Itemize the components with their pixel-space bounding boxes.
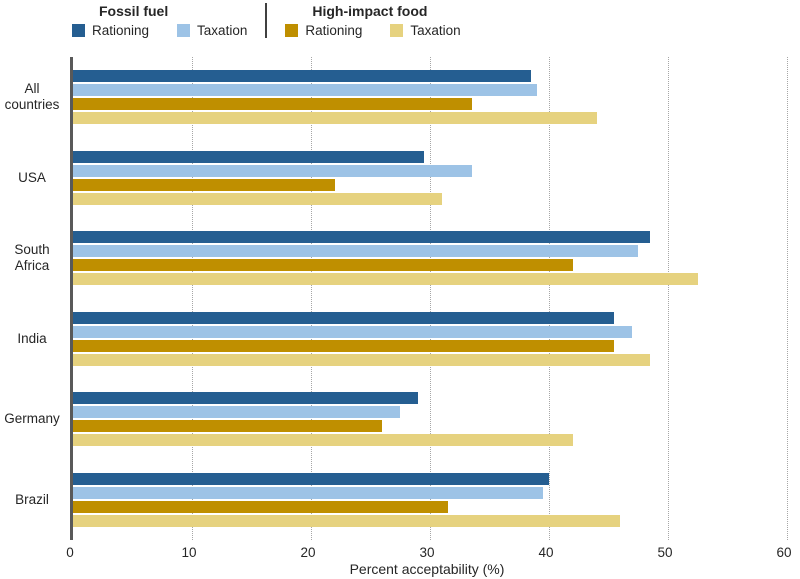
bar (73, 164, 472, 177)
bar (73, 311, 615, 324)
gridline (311, 57, 312, 540)
category-labels: All countries USA South Africa India Germany… (0, 57, 64, 540)
bar-groups (73, 57, 787, 540)
bar-group (73, 460, 787, 541)
legend-group-fossil-fuel: Fossil fuel Rationing Taxation (72, 3, 247, 38)
bar (73, 259, 573, 272)
legend-item-label: Rationing (92, 23, 150, 38)
legend-item-food-taxation: Taxation (390, 23, 461, 38)
bar (73, 150, 425, 163)
gridline (192, 57, 193, 540)
legend-group-high-impact-food: High-impact food Rationing Taxation (285, 3, 461, 38)
category-label: All countries (4, 81, 60, 113)
bar-group (73, 138, 787, 219)
bar-group (73, 218, 787, 299)
bar (73, 486, 544, 499)
legend-swatch-icon (285, 24, 299, 37)
x-axis-title: Percent acceptability (%) (349, 561, 505, 577)
bar (73, 70, 532, 83)
legend-item-label: Taxation (410, 23, 461, 38)
legend-item-label: Rationing (305, 23, 363, 38)
bar (73, 245, 639, 258)
legend-item-fossil-rationing: Rationing (72, 23, 149, 38)
bar (73, 98, 472, 111)
x-tick-labels: 0 10 20 30 40 50 60 (66, 545, 791, 561)
bar (73, 392, 419, 405)
bar (73, 84, 538, 97)
x-tick-label: 50 (657, 545, 673, 560)
category-label: India (17, 330, 47, 346)
gridline (549, 57, 550, 540)
x-tick-label: 0 (66, 545, 74, 560)
x-tick-label: 40 (538, 545, 554, 560)
x-tick-label: 20 (300, 545, 316, 560)
bar-group (73, 299, 787, 380)
bar (73, 273, 698, 286)
legend-divider (265, 3, 268, 38)
legend-item-fossil-taxation: Taxation (177, 23, 247, 38)
bar (73, 472, 549, 485)
legend: Fossil fuel Rationing Taxation High-impa… (72, 3, 461, 38)
bar (73, 192, 442, 205)
legend-swatch-icon (72, 24, 85, 37)
legend-group-title: High-impact food (312, 3, 428, 19)
legend-group-title: Fossil fuel (99, 3, 169, 19)
gridline (787, 57, 788, 540)
legend-swatch-icon (390, 24, 404, 37)
legend-item-label: Taxation (197, 23, 248, 38)
x-tick-label: 30 (419, 545, 435, 560)
bar (73, 325, 633, 338)
bar (73, 434, 573, 447)
bar-group (73, 379, 787, 460)
category-label: South Africa (14, 242, 50, 274)
legend-swatch-icon (177, 24, 191, 37)
legend-items: Rationing Taxation (72, 23, 247, 38)
gridline (668, 57, 669, 540)
gridline (430, 57, 431, 540)
bar (73, 500, 448, 513)
bar (73, 353, 651, 366)
x-tick-label: 10 (181, 545, 197, 560)
plot-area (70, 57, 788, 540)
bar (73, 420, 383, 433)
legend-item-food-rationing: Rationing (285, 23, 362, 38)
category-label: Brazil (15, 491, 49, 507)
category-label: Germany (4, 411, 60, 427)
bar (73, 406, 401, 419)
category-label: USA (18, 169, 46, 185)
bar (73, 178, 335, 191)
x-tick-label: 60 (776, 545, 792, 560)
bar (73, 514, 621, 527)
bar (73, 112, 597, 125)
bar (73, 231, 651, 244)
bar (73, 339, 615, 352)
legend-items: Rationing Taxation (285, 23, 461, 38)
bar-group (73, 57, 787, 138)
